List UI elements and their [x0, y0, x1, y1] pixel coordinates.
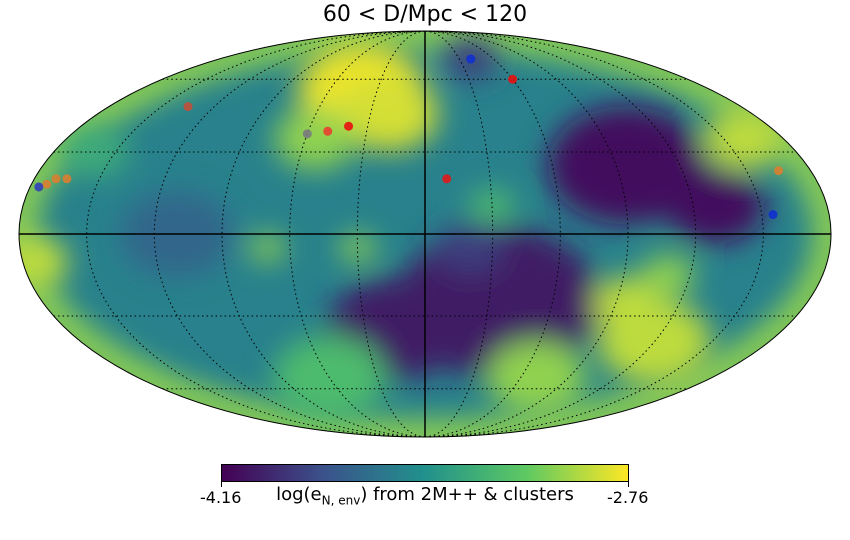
- sky-map: [18, 30, 832, 438]
- cluster-marker: [774, 166, 784, 176]
- meridian-line: [289, 31, 426, 437]
- colorbar-max-label: -2.76: [607, 488, 649, 507]
- field-region: [19, 236, 68, 288]
- cluster-marker: [183, 102, 193, 112]
- colorbar-label: log(eN, env) from 2M++ & clusters: [276, 484, 574, 508]
- field-region: [469, 189, 515, 224]
- field-region: [249, 234, 286, 262]
- cluster-marker: [302, 129, 312, 139]
- field-region: [486, 340, 587, 415]
- field-region: [640, 255, 695, 296]
- chart-title: 60 < D/Mpc < 120: [322, 2, 528, 27]
- colorbar-tick-max: [628, 482, 629, 487]
- cluster-marker: [768, 210, 778, 220]
- cluster-marker: [508, 74, 518, 84]
- cluster-marker: [34, 182, 44, 192]
- field-region: [547, 106, 706, 225]
- field-region: [274, 108, 356, 170]
- colorbar-min-label: -4.16: [200, 488, 242, 507]
- field-region: [592, 277, 661, 329]
- cluster-marker: [323, 126, 333, 136]
- meridian-line: [86, 31, 426, 437]
- field-region: [703, 108, 785, 170]
- cluster-marker: [466, 54, 476, 64]
- cluster-marker: [344, 121, 354, 131]
- map-field: [19, 31, 831, 437]
- cluster-marker: [42, 179, 52, 189]
- cluster-marker: [62, 174, 72, 184]
- field-region: [339, 76, 439, 152]
- colorbar: [221, 464, 629, 482]
- map-outline: [18, 30, 832, 438]
- cluster-marker: [442, 174, 452, 184]
- field-region: [665, 169, 766, 244]
- colorbar-tick-min: [221, 482, 222, 487]
- cluster-marker: [51, 174, 61, 184]
- field-region: [436, 222, 504, 274]
